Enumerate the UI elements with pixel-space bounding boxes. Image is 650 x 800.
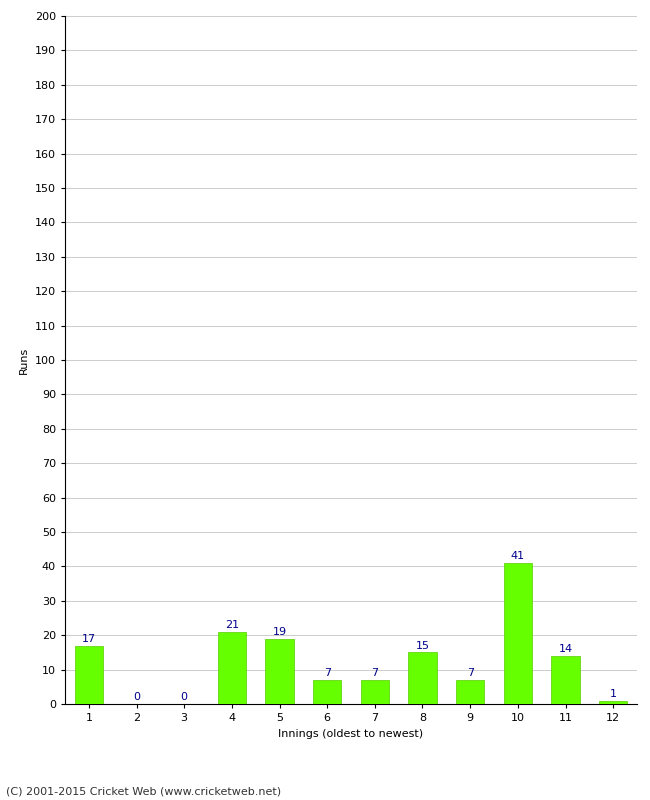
Text: 17: 17 [82,634,96,644]
Text: 7: 7 [371,668,378,678]
Y-axis label: Runs: Runs [20,346,29,374]
Bar [408,653,437,704]
Bar [504,563,532,704]
Bar [361,680,389,704]
Bar [599,701,627,704]
Bar [313,680,341,704]
X-axis label: Innings (oldest to newest): Innings (oldest to newest) [278,729,424,738]
Text: (C) 2001-2015 Cricket Web (www.cricketweb.net): (C) 2001-2015 Cricket Web (www.cricketwe… [6,786,281,796]
Text: 1: 1 [610,689,617,699]
Bar [265,638,294,704]
Text: 0: 0 [133,692,140,702]
Text: 21: 21 [225,620,239,630]
Bar [456,680,484,704]
Text: 7: 7 [467,668,474,678]
Text: 14: 14 [558,644,573,654]
Text: 41: 41 [511,551,525,562]
Bar [218,632,246,704]
Text: 7: 7 [324,668,331,678]
Bar [551,656,580,704]
Text: 0: 0 [181,692,188,702]
Text: 15: 15 [415,641,430,650]
Bar [75,646,103,704]
Text: 19: 19 [272,627,287,637]
